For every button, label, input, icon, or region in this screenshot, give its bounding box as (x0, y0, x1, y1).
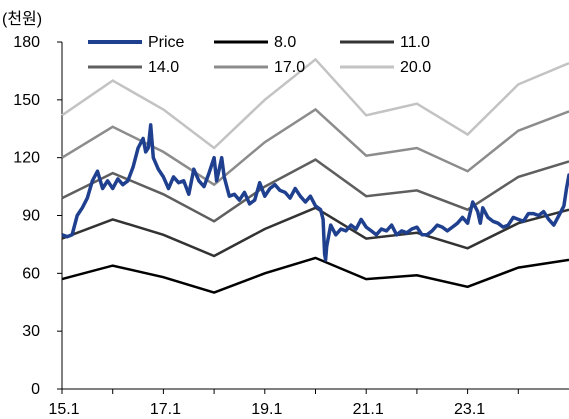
x-tick-label: 19.1 (251, 401, 282, 418)
x-tick-label: 15.1 (48, 401, 79, 418)
unit-label: (천원) (2, 10, 42, 28)
legend-label: 17.0 (274, 59, 305, 76)
legend-label: 11.0 (400, 34, 430, 51)
legend-label: 14.0 (148, 59, 179, 76)
band-line-20-0 (61, 57, 569, 150)
axes: 0 30 60 90 120 150 180 15.1 17.1 19.1 21.1 23.1 (13, 34, 569, 418)
band-line-11-0 (61, 206, 569, 258)
y-tick-label: 90 (22, 208, 40, 225)
legend: Price 8.0 11.0 14.0 17.0 20.0 (88, 34, 431, 76)
band-lines (61, 57, 569, 294)
y-tick-label: 60 (22, 265, 40, 282)
x-tick-label: 23.1 (454, 401, 485, 418)
price-line-group (61, 123, 569, 262)
band-line-17-0 (61, 107, 569, 187)
y-tick-label: 120 (13, 150, 40, 167)
band-line-14-0 (61, 158, 569, 223)
legend-label: 20.0 (400, 59, 431, 76)
y-tick-label: 0 (31, 381, 40, 398)
legend-label: 8.0 (274, 34, 296, 51)
y-tick-label: 30 (22, 323, 40, 340)
x-tick-label: 17.1 (150, 401, 181, 418)
x-tick-label: 21.1 (353, 401, 384, 418)
price-line (61, 123, 569, 262)
y-tick-label: 150 (13, 92, 40, 109)
legend-label: Price (148, 34, 185, 51)
band-line-8-0 (61, 256, 569, 294)
y-tick-label: 180 (13, 34, 40, 51)
